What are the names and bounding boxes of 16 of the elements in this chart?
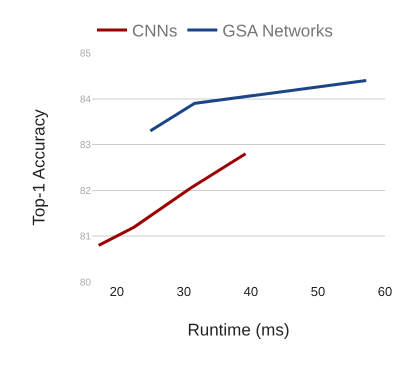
- line-series: [97, 152, 248, 247]
- legend-label: GSA Networks: [222, 22, 333, 41]
- y-tick-label: 81: [80, 232, 92, 243]
- x-tick-label: 20: [110, 284, 124, 299]
- legend-label: CNNs: [132, 22, 178, 41]
- x-tick-label: 50: [310, 284, 326, 299]
- y-tick-label: 84: [80, 94, 92, 106]
- y-axis-title: Top-1 Accuracy: [29, 108, 48, 226]
- x-tick-label: 40: [244, 284, 258, 299]
- y-tick-label: 82: [80, 186, 92, 197]
- x-tick-label: 30: [176, 284, 192, 299]
- y-tick-label: 80: [80, 278, 92, 288]
- y-tick-label: 83: [80, 140, 92, 152]
- x-axis-title: Runtime (ms): [187, 320, 290, 340]
- x-tick-label: 60: [378, 284, 392, 299]
- y-tick-label: 85: [80, 48, 92, 60]
